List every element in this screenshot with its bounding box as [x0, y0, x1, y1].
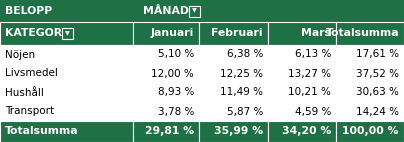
Text: Hushåll: Hushåll [5, 87, 44, 98]
Bar [0, 121, 133, 142]
Text: Januari: Januari [151, 29, 194, 38]
Text: 35,99 %: 35,99 % [214, 127, 263, 136]
Bar [133, 22, 199, 45]
Bar [0, 64, 133, 83]
Bar [0, 83, 133, 102]
Text: 13,27 %: 13,27 % [288, 68, 331, 79]
Bar [133, 45, 199, 64]
Text: 30,63 %: 30,63 % [356, 87, 399, 98]
Text: 5,87 %: 5,87 % [227, 106, 263, 116]
Bar [268, 83, 336, 102]
Bar [133, 83, 199, 102]
Bar [336, 45, 404, 64]
Bar [268, 45, 336, 64]
Text: KATEGORI: KATEGORI [5, 29, 66, 38]
Bar [336, 64, 404, 83]
Bar [336, 83, 404, 102]
Text: 6,38 %: 6,38 % [227, 50, 263, 59]
Bar [0, 102, 133, 121]
Text: 29,81 %: 29,81 % [145, 127, 194, 136]
Bar [336, 102, 404, 121]
Bar [0, 45, 133, 64]
Text: Februari: Februari [212, 29, 263, 38]
Text: 5,10 %: 5,10 % [158, 50, 194, 59]
Bar [199, 83, 268, 102]
Text: 10,21 %: 10,21 % [288, 87, 331, 98]
FancyBboxPatch shape [62, 28, 73, 39]
Bar [133, 121, 199, 142]
Bar [268, 121, 336, 142]
Text: ▼: ▼ [192, 9, 197, 13]
Text: 37,52 %: 37,52 % [356, 68, 399, 79]
Bar [133, 64, 199, 83]
Bar [199, 45, 268, 64]
Text: 14,24 %: 14,24 % [356, 106, 399, 116]
Text: MÅNAD: MÅNAD [143, 6, 189, 16]
FancyBboxPatch shape [189, 6, 200, 16]
Text: 17,61 %: 17,61 % [356, 50, 399, 59]
Text: BELOPP: BELOPP [5, 6, 52, 16]
Text: 4,59 %: 4,59 % [295, 106, 331, 116]
Bar [336, 22, 404, 45]
Text: 34,20 %: 34,20 % [282, 127, 331, 136]
Bar [268, 102, 336, 121]
Text: Transport: Transport [5, 106, 54, 116]
Bar [133, 102, 199, 121]
Text: Nöjen: Nöjen [5, 50, 35, 59]
Bar [0, 0, 404, 22]
Bar [199, 64, 268, 83]
Bar [199, 22, 268, 45]
Text: 11,49 %: 11,49 % [220, 87, 263, 98]
Text: Mars: Mars [301, 29, 331, 38]
Text: Livsmedel: Livsmedel [5, 68, 58, 79]
Text: ▼: ▼ [65, 31, 70, 36]
Text: Totalsumma: Totalsumma [5, 127, 79, 136]
Text: 100,00 %: 100,00 % [343, 127, 399, 136]
Bar [199, 121, 268, 142]
Bar [199, 102, 268, 121]
Text: Totalsumma: Totalsumma [325, 29, 399, 38]
Text: 8,93 %: 8,93 % [158, 87, 194, 98]
Text: 12,25 %: 12,25 % [220, 68, 263, 79]
Bar [0, 22, 133, 45]
Bar [268, 64, 336, 83]
Bar [268, 22, 336, 45]
Text: 6,13 %: 6,13 % [295, 50, 331, 59]
Text: 3,78 %: 3,78 % [158, 106, 194, 116]
Bar [336, 121, 404, 142]
Text: 12,00 %: 12,00 % [151, 68, 194, 79]
